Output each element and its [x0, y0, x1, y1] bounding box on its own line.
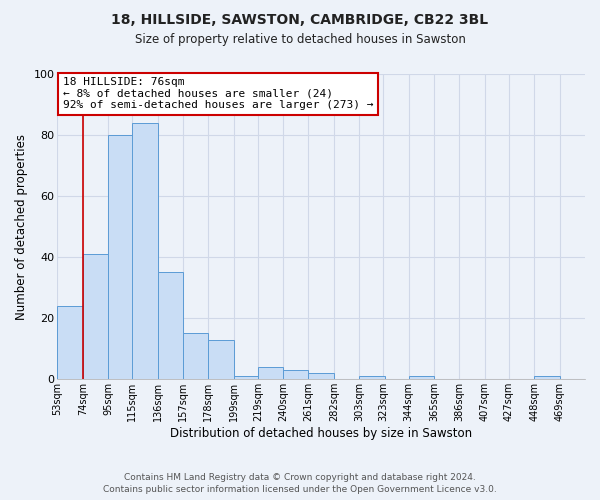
Y-axis label: Number of detached properties: Number of detached properties: [15, 134, 28, 320]
Text: 18 HILLSIDE: 76sqm
← 8% of detached houses are smaller (24)
92% of semi-detached: 18 HILLSIDE: 76sqm ← 8% of detached hous…: [62, 77, 373, 110]
Bar: [58, 306, 83, 380]
Bar: [208, 340, 233, 380]
Bar: [132, 123, 158, 380]
Text: Contains HM Land Registry data © Crown copyright and database right 2024.: Contains HM Land Registry data © Crown c…: [124, 472, 476, 482]
Text: Size of property relative to detached houses in Sawston: Size of property relative to detached ho…: [134, 32, 466, 46]
Bar: [308, 373, 334, 380]
Bar: [158, 272, 183, 380]
Bar: [83, 254, 108, 380]
Bar: [258, 367, 283, 380]
Bar: [534, 376, 560, 380]
X-axis label: Distribution of detached houses by size in Sawston: Distribution of detached houses by size …: [170, 427, 472, 440]
Bar: [409, 376, 434, 380]
Bar: [183, 334, 208, 380]
Text: Contains public sector information licensed under the Open Government Licence v3: Contains public sector information licen…: [103, 485, 497, 494]
Bar: [108, 135, 133, 380]
Bar: [283, 370, 308, 380]
Bar: [233, 376, 259, 380]
Text: 18, HILLSIDE, SAWSTON, CAMBRIDGE, CB22 3BL: 18, HILLSIDE, SAWSTON, CAMBRIDGE, CB22 3…: [112, 12, 488, 26]
Bar: [359, 376, 385, 380]
